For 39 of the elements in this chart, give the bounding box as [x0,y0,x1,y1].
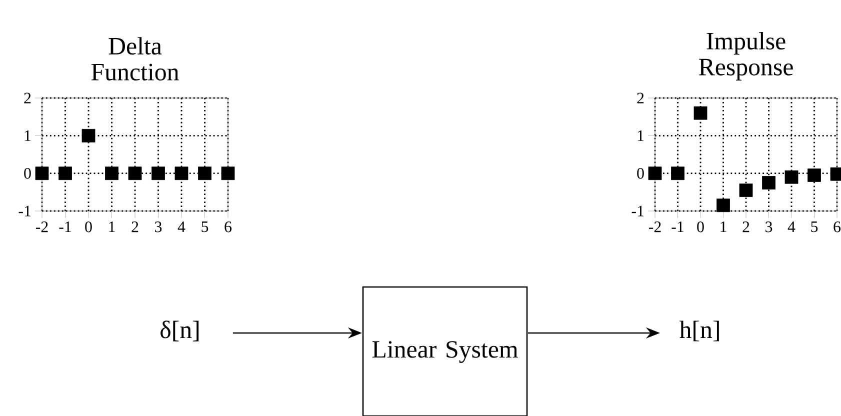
point [784,170,798,184]
x-tick-label: 0 [697,222,704,232]
point [716,198,730,212]
x-tick-label: 3 [155,222,162,232]
x-tick-label: 1 [109,222,115,232]
x-tick-label: 6 [834,222,841,232]
text: Linear System [372,341,518,363]
x-tick-label: -2 [648,222,661,232]
x-tick-label: 5 [202,222,208,232]
x-tick-label: -1 [672,222,684,232]
x-tick-label: 2 [742,222,750,232]
y-tick-label: -1 [18,206,31,216]
point [808,168,821,182]
x-tick-label: -1 [59,222,71,232]
x-tick-label: 4 [178,222,186,232]
x-tick-label: 2 [132,222,138,232]
y-tick-label: 1 [638,130,644,141]
y-tick-label: 1 [24,130,31,141]
y-tick-label: -1 [632,206,644,216]
x-tick-label: 6 [224,222,232,232]
point [739,184,753,197]
point [648,166,662,180]
text: h[n] [680,320,719,342]
point [694,106,708,120]
chart-title: Delta Function [91,37,179,81]
text: δ[n] [160,320,199,342]
y-tick-label: 0 [637,168,644,179]
y-tick-label: 0 [24,168,31,179]
x-tick-label: -2 [36,222,48,232]
y-tick-label: 2 [24,92,31,104]
point [671,166,684,180]
x-tick-label: 4 [788,222,796,232]
x-tick-label: 1 [720,222,726,232]
chart-title: Impulse Response [698,32,793,80]
x-tick-label: 5 [811,222,818,232]
y-tick-label: 2 [637,92,644,104]
point [762,176,776,190]
x-tick-label: 3 [766,222,772,232]
x-tick-label: 0 [85,222,92,232]
